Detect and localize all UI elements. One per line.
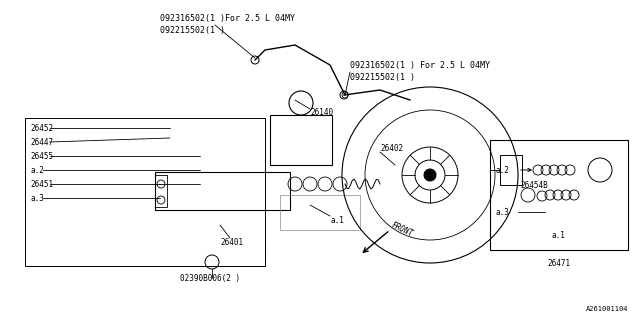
Text: a.3: a.3 — [30, 194, 44, 203]
Text: 092316502(1 ) For 2.5 L 04MY: 092316502(1 ) For 2.5 L 04MY — [350, 60, 490, 69]
Text: a.3: a.3 — [495, 207, 509, 217]
Text: 26140: 26140 — [310, 108, 333, 116]
Text: 26447: 26447 — [30, 138, 53, 147]
Bar — [155, 172, 290, 210]
Text: 092316502(1 )For 2.5 L 04MY: 092316502(1 )For 2.5 L 04MY — [160, 13, 295, 22]
Text: 26401: 26401 — [220, 237, 243, 246]
Bar — [155, 175, 167, 207]
Text: 26402: 26402 — [380, 143, 403, 153]
Text: 02390B006(2 ): 02390B006(2 ) — [180, 274, 240, 283]
Text: 26454B: 26454B — [520, 180, 548, 189]
Text: 26452: 26452 — [30, 124, 53, 132]
Bar — [490, 140, 628, 250]
Text: A261001104: A261001104 — [586, 306, 628, 312]
Text: 092215502(1 ): 092215502(1 ) — [160, 26, 225, 35]
Text: 26455: 26455 — [30, 151, 53, 161]
Text: FRONT: FRONT — [390, 221, 415, 239]
Bar — [500, 155, 522, 185]
Text: a.1: a.1 — [330, 215, 344, 225]
Text: a.2: a.2 — [30, 165, 44, 174]
Bar — [25, 118, 265, 266]
Text: 092215502(1 ): 092215502(1 ) — [350, 73, 415, 82]
Text: a.1: a.1 — [552, 230, 566, 239]
Text: 26451: 26451 — [30, 180, 53, 188]
Circle shape — [424, 169, 436, 181]
Text: a.2: a.2 — [495, 165, 509, 174]
Text: 26471: 26471 — [547, 260, 571, 268]
Bar — [270, 115, 332, 165]
Bar — [280, 195, 360, 230]
